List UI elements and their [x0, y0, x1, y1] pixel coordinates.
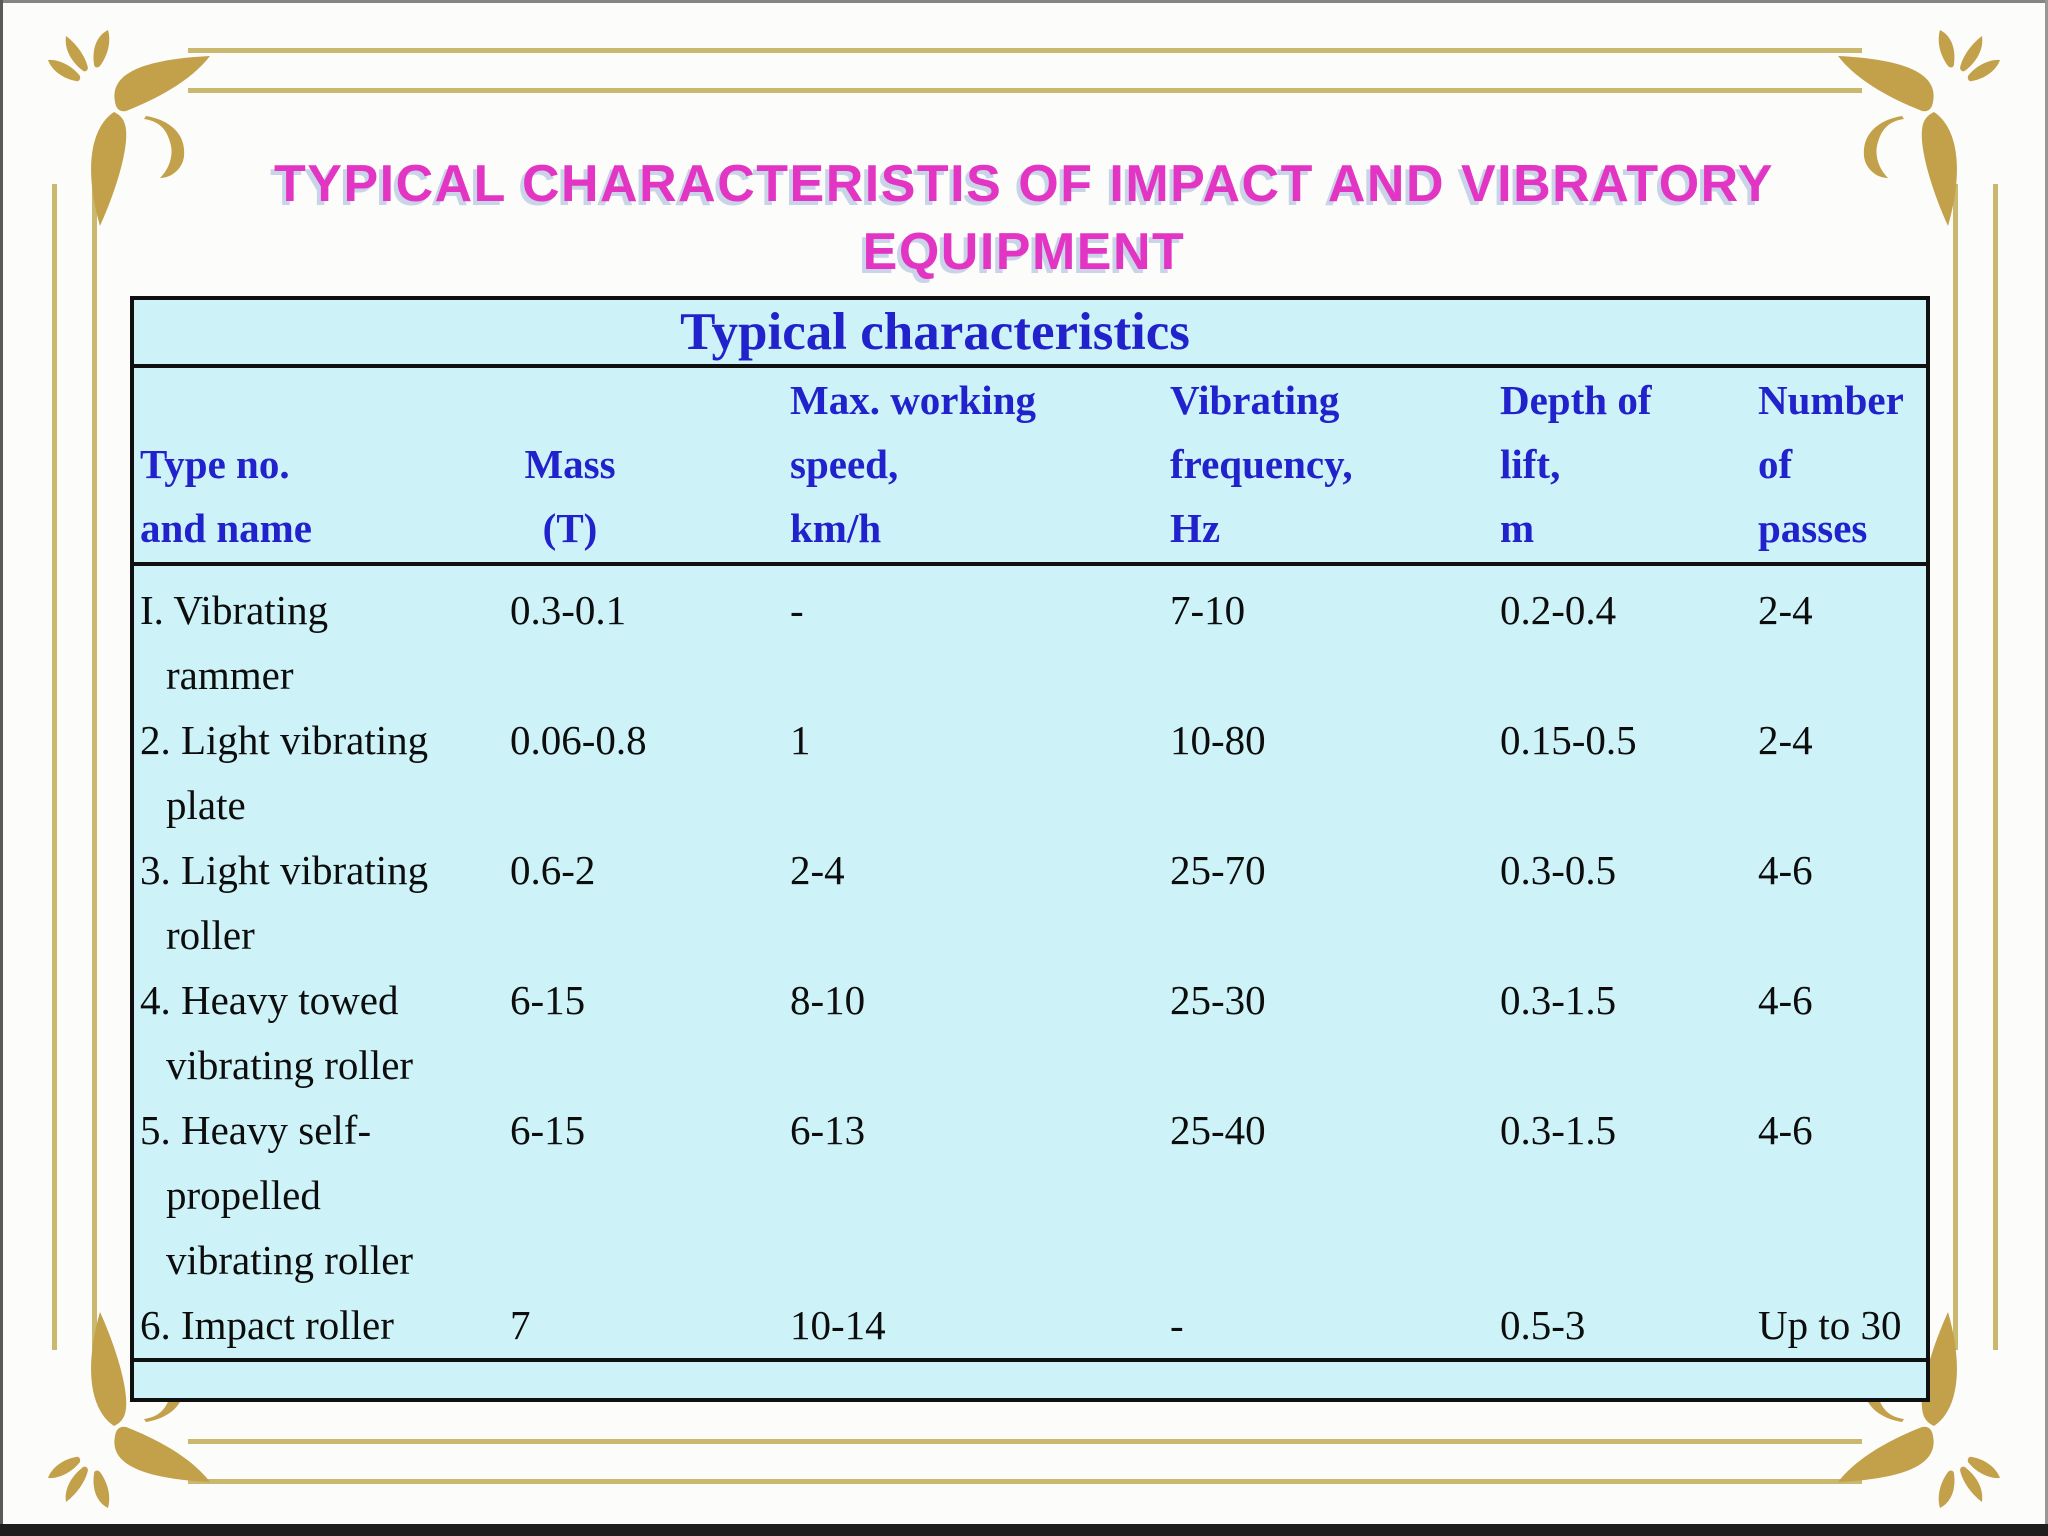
cell-type-name: 5. Heavy self- propelled vibrating rolle…	[140, 1107, 414, 1283]
corner-flourish-top-right-icon	[1838, 30, 2000, 226]
screen-edge-left	[0, 0, 3, 1536]
table-row: 6. Impact roller 7 10-14 - 0.5-3 Up to 3…	[134, 1293, 1926, 1358]
cell-type-name: 4. Heavy towed vibrating roller	[140, 977, 414, 1088]
gold-frame-inner	[92, 88, 1958, 1444]
cell-passes: 2-4	[1758, 717, 1813, 763]
cell-mass: 7	[510, 1302, 531, 1348]
corner-flourish-top-left-icon	[48, 30, 210, 226]
cell-passes: 4-6	[1758, 847, 1813, 893]
column-header-depth: Depth of lift, m	[1500, 377, 1652, 551]
cell-mass: 6-15	[510, 1107, 586, 1153]
column-header-mass: Mass (T)	[524, 441, 616, 551]
table-row: 4. Heavy towed vibrating roller 6-15 8-1…	[134, 968, 1926, 1098]
table-row: I. Vibrating rammer 0.3-0.1 - 7-10 0.2-0…	[134, 578, 1926, 708]
slide-title: TYPICAL CHARACTERISTIS OF IMPACT AND VIB…	[0, 150, 2048, 286]
slide-title-line: TYPICAL CHARACTERISTIS OF IMPACT AND VIB…	[274, 155, 1774, 213]
cell-speed: 2-4	[790, 847, 845, 893]
cell-speed: 6-13	[790, 1107, 866, 1153]
cell-frequency: 7-10	[1170, 587, 1246, 633]
column-header-type: Type no. and name	[140, 441, 313, 551]
table-row: 2. Light vibrating plate 0.06-0.8 1 10-8…	[134, 708, 1926, 838]
cell-passes: 4-6	[1758, 1107, 1813, 1153]
cell-passes: 4-6	[1758, 977, 1813, 1023]
cell-frequency: 25-40	[1170, 1107, 1266, 1153]
cell-depth: 0.3-1.5	[1500, 1107, 1617, 1153]
cell-mass: 6-15	[510, 977, 586, 1023]
table-row: 3. Light vibrating roller 0.6-2 2-4 25-7…	[134, 838, 1926, 968]
slide-title-line: EQUIPMENT	[862, 223, 1186, 281]
screen-edge-top	[0, 0, 2048, 3]
cell-depth: 0.15-0.5	[1500, 717, 1637, 763]
table-empty-row	[134, 1362, 1926, 1398]
cell-mass: 0.06-0.8	[510, 717, 647, 763]
screen-edge-bottom	[0, 1524, 2048, 1536]
cell-passes: 2-4	[1758, 587, 1813, 633]
cell-mass: 0.3-0.1	[510, 587, 627, 633]
table-header-row: Type no. and name Mass (T) Max. working …	[134, 368, 1926, 566]
cell-speed: 1	[790, 717, 811, 763]
column-header-frequency: Vibrating frequency, Hz	[1170, 377, 1353, 551]
cell-mass: 0.6-2	[510, 847, 596, 893]
cell-type-name: 2. Light vibrating plate	[140, 717, 429, 828]
cell-frequency: 10-80	[1170, 717, 1266, 763]
cell-type-name: 3. Light vibrating roller	[140, 847, 429, 958]
cell-speed: -	[790, 587, 804, 633]
cell-type-name: 6. Impact roller	[140, 1302, 394, 1348]
cell-speed: 10-14	[790, 1302, 886, 1348]
table-caption: Typical characteristics	[134, 300, 1926, 368]
gold-frame-outer	[52, 48, 1998, 1484]
cell-frequency: -	[1170, 1302, 1184, 1348]
characteristics-table: Typical characteristics Type no. and nam…	[130, 296, 1930, 1402]
screen-edge-right	[2045, 0, 2048, 1536]
cell-depth: 0.2-0.4	[1500, 587, 1617, 633]
cell-speed: 8-10	[790, 977, 866, 1023]
table-row: 5. Heavy self- propelled vibrating rolle…	[134, 1098, 1926, 1293]
cell-depth: 0.3-0.5	[1500, 847, 1617, 893]
cell-type-name: I. Vibrating rammer	[140, 587, 329, 698]
cell-depth: 0.5-3	[1500, 1302, 1586, 1348]
cell-depth: 0.3-1.5	[1500, 977, 1617, 1023]
table-bottom-separator	[134, 1358, 1926, 1362]
cell-frequency: 25-30	[1170, 977, 1266, 1023]
cell-passes: Up to 30	[1758, 1302, 1902, 1348]
column-header-speed: Max. working speed, km/h	[790, 377, 1036, 551]
column-header-passes: Number of passes	[1758, 377, 1904, 551]
cell-frequency: 25-70	[1170, 847, 1266, 893]
table-body: I. Vibrating rammer 0.3-0.1 - 7-10 0.2-0…	[134, 566, 1926, 1358]
